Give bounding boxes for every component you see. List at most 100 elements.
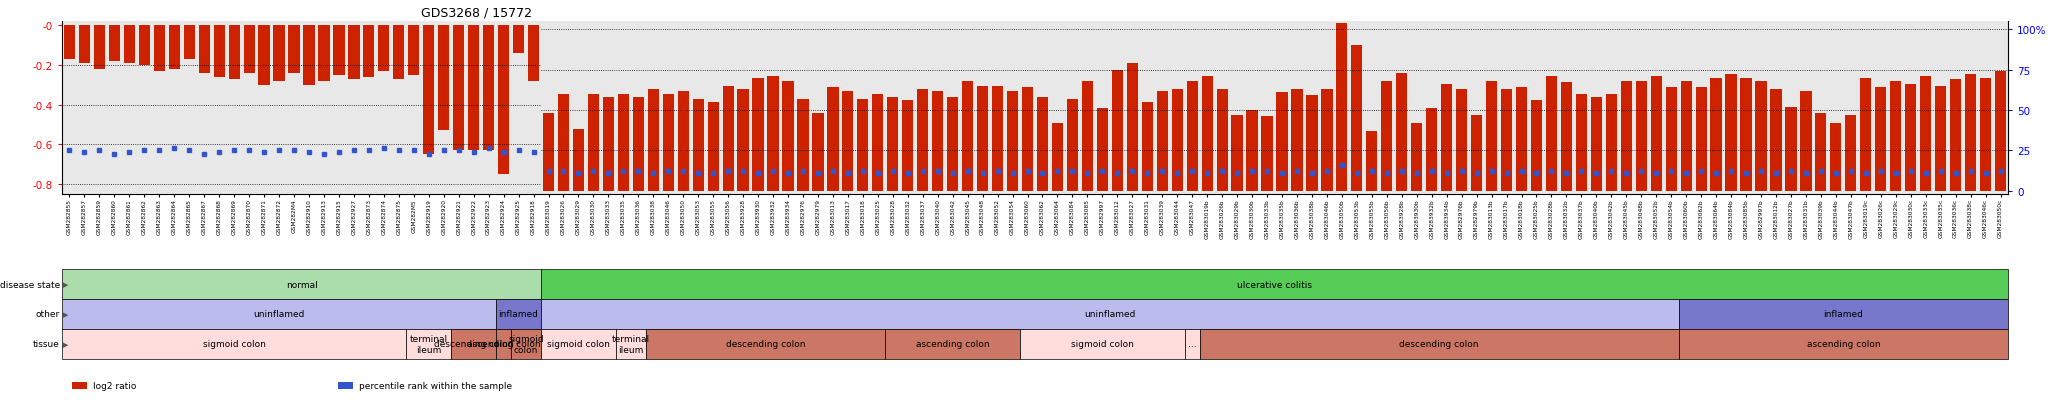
Bar (977, 86, 989, 191)
Bar (1112, 70, 1122, 191)
Bar (362, 26, 375, 78)
Bar (1741, 78, 1751, 191)
Text: uninflamed: uninflamed (1083, 310, 1135, 319)
Text: descending colon: descending colon (1399, 339, 1479, 349)
Bar (1217, 90, 1227, 191)
Bar (1487, 82, 1497, 191)
Bar (1546, 77, 1556, 191)
Bar (1696, 88, 1706, 191)
Text: terminal
ileum: terminal ileum (410, 335, 449, 354)
Bar (1755, 82, 1767, 191)
Bar (872, 95, 883, 191)
Bar (1786, 107, 1796, 191)
Bar (1053, 123, 1063, 191)
Bar (1995, 72, 2007, 191)
Bar (1651, 77, 1661, 191)
Text: ▶: ▶ (63, 281, 68, 287)
Bar (317, 26, 330, 81)
Text: descending colon: descending colon (725, 339, 805, 349)
Bar (379, 26, 389, 71)
Bar (498, 26, 510, 175)
Bar (1425, 109, 1438, 191)
Bar (63, 26, 76, 59)
Text: descending colon: descending colon (434, 339, 514, 349)
Bar (692, 100, 705, 191)
Text: log2 ratio: log2 ratio (92, 381, 135, 390)
Bar (1636, 82, 1647, 191)
Bar (557, 95, 569, 191)
Bar (1186, 82, 1198, 191)
Bar (932, 91, 944, 191)
Bar (782, 82, 795, 191)
Bar (184, 26, 195, 59)
Bar (543, 114, 555, 191)
Text: normal: normal (285, 280, 317, 289)
Bar (1964, 75, 1976, 191)
Bar (827, 88, 838, 191)
Bar (1501, 90, 1511, 191)
Bar (1036, 98, 1049, 191)
Bar (483, 26, 494, 151)
Bar (1561, 83, 1573, 191)
Bar (1397, 74, 1407, 191)
Bar (1202, 77, 1212, 191)
Bar (1726, 75, 1737, 191)
Text: terminal
ileum: terminal ileum (612, 335, 649, 354)
Bar (963, 82, 973, 191)
Text: inflamed: inflamed (498, 310, 539, 319)
Bar (1307, 96, 1317, 191)
Bar (647, 90, 659, 191)
Bar (1067, 100, 1077, 191)
Bar (1262, 117, 1272, 191)
Bar (588, 95, 598, 191)
Bar (393, 26, 403, 79)
Bar (408, 26, 420, 76)
Text: sigmoid colon: sigmoid colon (203, 339, 266, 349)
Bar (633, 98, 643, 191)
Bar (94, 26, 104, 69)
Text: ascending colon: ascending colon (467, 339, 541, 349)
Bar (1231, 116, 1243, 191)
Bar (664, 95, 674, 191)
Bar (1710, 78, 1722, 191)
Bar (303, 26, 315, 85)
Bar (707, 102, 719, 191)
Text: percentile rank within the sample: percentile rank within the sample (358, 381, 512, 390)
Text: GDS3268 / 15772: GDS3268 / 15772 (420, 7, 532, 20)
Bar (1606, 95, 1618, 191)
Bar (1008, 91, 1018, 191)
Bar (244, 26, 254, 74)
Bar (752, 78, 764, 191)
Bar (858, 100, 868, 191)
Bar (573, 130, 584, 191)
Text: sigmoid colon: sigmoid colon (1071, 339, 1135, 349)
Bar (469, 26, 479, 151)
Bar (1366, 132, 1378, 191)
Bar (453, 26, 465, 151)
Bar (438, 26, 449, 131)
Bar (1530, 101, 1542, 191)
Bar (1860, 78, 1872, 191)
Bar (1321, 90, 1333, 191)
Bar (1905, 85, 1917, 191)
Bar (424, 26, 434, 155)
Text: disease state: disease state (0, 280, 59, 289)
Text: ascending colon: ascending colon (915, 339, 989, 349)
Bar (289, 26, 299, 74)
Bar (258, 26, 270, 85)
Bar (946, 98, 958, 191)
Bar (1098, 109, 1108, 191)
Bar (1950, 80, 1962, 191)
Bar (1470, 116, 1483, 191)
Text: uninflamed: uninflamed (254, 310, 305, 319)
Bar (1141, 102, 1153, 191)
Bar (918, 90, 928, 191)
Bar (1171, 90, 1184, 191)
Bar (1276, 93, 1288, 191)
Bar (1575, 95, 1587, 191)
Bar (1157, 91, 1167, 191)
Bar (991, 86, 1004, 191)
Text: ascending colon: ascending colon (1806, 339, 1880, 349)
Bar (813, 114, 823, 191)
Bar (768, 77, 778, 191)
